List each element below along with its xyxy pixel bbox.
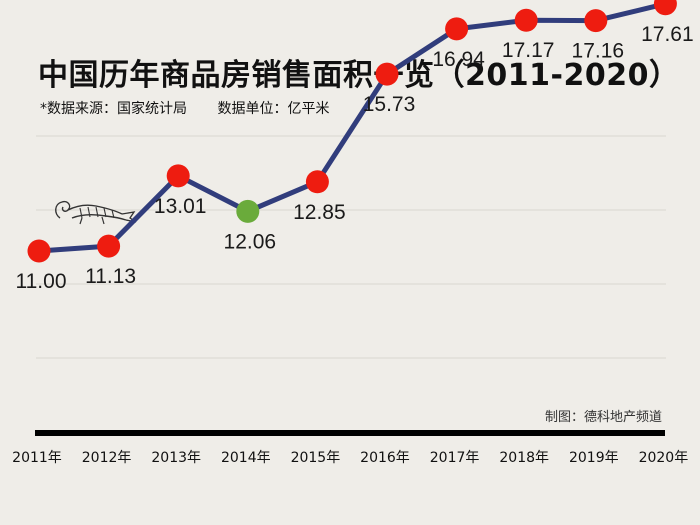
x-tick-label: 2015年 bbox=[291, 450, 341, 466]
data-point bbox=[653, 0, 677, 16]
x-tick-label: 2014年 bbox=[221, 450, 271, 466]
source-line: *数据来源：国家统计局 数据单位：亿平米 bbox=[40, 98, 329, 118]
data-labels: 11.00 11.13 13.01 12.06 12.85 15.73 16.94 17.17… bbox=[16, 23, 694, 293]
data-label: 13.01 bbox=[154, 195, 207, 218]
data-label: 12.06 bbox=[224, 230, 277, 253]
data-point bbox=[445, 17, 469, 41]
x-tick-label: 2012年 bbox=[82, 450, 132, 466]
data-label: 11.00 bbox=[16, 270, 67, 293]
x-tick-label: 2018年 bbox=[499, 450, 549, 466]
unit-note: 数据单位：亿平米 bbox=[217, 101, 330, 117]
data-label: 17.61 bbox=[641, 23, 694, 46]
source-note: *数据来源：国家统计局 bbox=[40, 101, 187, 117]
data-label: 17.16 bbox=[572, 40, 625, 63]
data-point bbox=[236, 199, 260, 223]
lizard-logo-icon bbox=[55, 200, 137, 225]
x-tick-label: 2013年 bbox=[151, 450, 201, 466]
data-point bbox=[166, 164, 190, 188]
data-point bbox=[27, 239, 51, 263]
data-label: 15.73 bbox=[363, 93, 416, 116]
x-tick-labels: 2011年 2012年 2013年 2014年 2015年 2016年 2017年 2018年… bbox=[12, 450, 688, 466]
data-label: 11.13 bbox=[85, 265, 136, 288]
x-tick-label: 2017年 bbox=[430, 450, 480, 466]
credit-note: 制图：德科地产频道 bbox=[544, 410, 662, 425]
data-point bbox=[97, 234, 121, 258]
series-line-path bbox=[38, 1, 666, 254]
chart-title: 中国历年商品房销售面积一览（2011-2020） bbox=[38, 58, 680, 93]
data-label: 17.17 bbox=[502, 39, 555, 62]
data-point bbox=[305, 170, 329, 194]
data-point bbox=[514, 8, 538, 32]
data-point bbox=[375, 62, 399, 86]
x-tick-label: 2016年 bbox=[360, 450, 410, 466]
x-tick-label: 2011年 bbox=[12, 450, 62, 466]
data-point bbox=[584, 9, 608, 33]
x-tick-label: 2019年 bbox=[569, 450, 619, 466]
x-axis-line bbox=[35, 430, 665, 436]
data-points bbox=[27, 0, 677, 263]
series-line bbox=[38, 1, 666, 254]
data-label: 16.94 bbox=[432, 48, 485, 71]
data-label: 12.85 bbox=[293, 201, 346, 224]
x-tick-label: 2020年 bbox=[639, 450, 689, 466]
gridlines bbox=[36, 135, 666, 359]
